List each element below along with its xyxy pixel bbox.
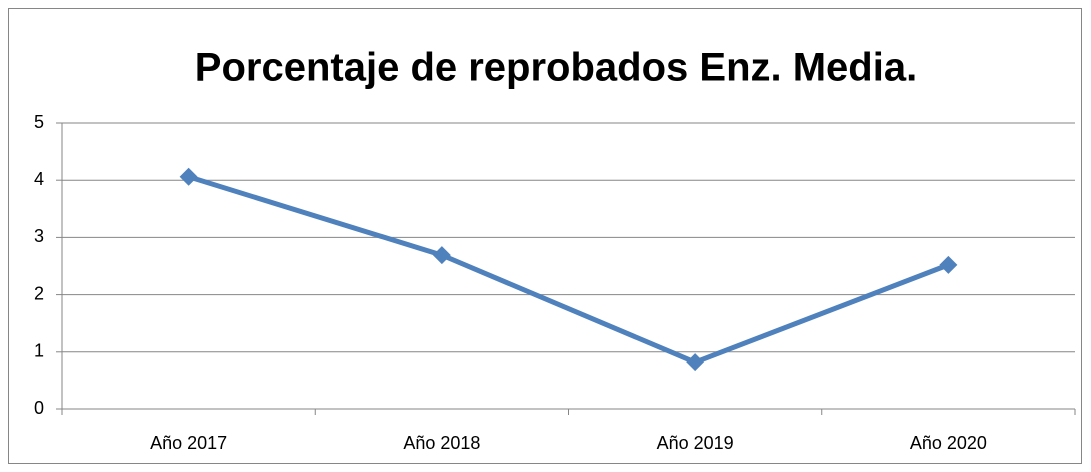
y-tick-label: 4 <box>34 169 44 189</box>
point-marker <box>939 255 958 274</box>
point-marker <box>179 167 198 186</box>
chart-border <box>8 8 1082 464</box>
x-tick-label: Año 2017 <box>150 433 227 453</box>
y-tick-label: 0 <box>34 398 44 418</box>
point-marker <box>432 246 451 265</box>
chart-title: Porcentaje de reprobados Enz. Media. <box>195 46 917 90</box>
y-tick-label: 1 <box>34 341 44 361</box>
point-marker <box>686 353 705 372</box>
y-tick-label: 5 <box>34 112 44 132</box>
x-tick-label: Año 2018 <box>403 433 480 453</box>
x-tick-label: Año 2019 <box>657 433 734 453</box>
series-line <box>187 174 950 365</box>
x-tick-label: Año 2020 <box>910 433 987 453</box>
y-tick-label: 3 <box>34 226 44 246</box>
y-tick-label: 2 <box>34 283 44 303</box>
